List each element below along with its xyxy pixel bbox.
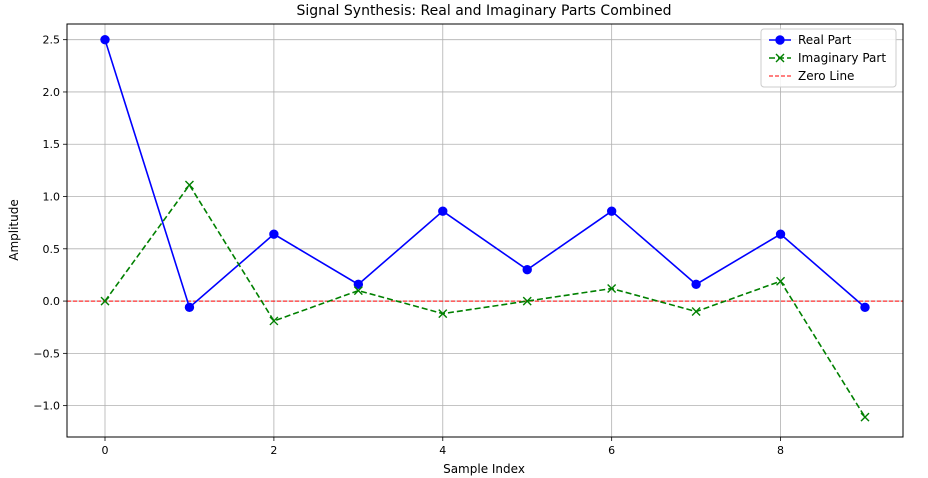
data-point-real bbox=[269, 229, 279, 239]
y-axis-label: Amplitude bbox=[7, 199, 21, 261]
plot-frame bbox=[66, 23, 904, 438]
data-point-imaginary bbox=[522, 296, 532, 306]
legend-item: Imaginary Part bbox=[769, 51, 886, 65]
data-point-real bbox=[100, 34, 110, 45]
data-point-imaginary bbox=[691, 307, 701, 317]
x-tick-label: 4 bbox=[439, 444, 446, 457]
y-tick-label: 2.0 bbox=[43, 86, 61, 99]
y-tick-label: 0.5 bbox=[43, 243, 61, 256]
data-point-imaginary bbox=[438, 309, 448, 319]
legend-item: Zero Line bbox=[769, 69, 854, 83]
x-axis-label: Sample Index bbox=[443, 462, 525, 476]
y-tick-label: −1.0 bbox=[33, 400, 60, 413]
legend-label: Zero Line bbox=[798, 69, 854, 83]
legend-label: Real Part bbox=[798, 33, 852, 47]
legend-box bbox=[760, 28, 897, 88]
data-point-real bbox=[860, 302, 870, 313]
data-point-imaginary bbox=[776, 276, 786, 286]
x-tick-label: 8 bbox=[777, 444, 784, 457]
data-point-imaginary bbox=[184, 180, 194, 190]
data-point-real bbox=[438, 206, 448, 216]
y-tick-label: 0.0 bbox=[43, 295, 61, 308]
x-tick-label: 6 bbox=[608, 444, 615, 457]
data-point-imaginary bbox=[353, 286, 363, 296]
data-point-imaginary bbox=[100, 296, 110, 306]
data-point-imaginary bbox=[269, 316, 279, 326]
data-point-imaginary bbox=[607, 284, 617, 294]
series-line-real bbox=[104, 39, 866, 309]
legend-item: Real Part bbox=[769, 33, 852, 47]
y-tick-label: 2.5 bbox=[43, 34, 61, 47]
data-point-real bbox=[691, 279, 701, 290]
legend-marker bbox=[775, 53, 785, 63]
series-line-imaginary bbox=[104, 183, 866, 418]
x-tick-label: 0 bbox=[102, 444, 109, 457]
legend: Real Part Imaginary Part Zero Line bbox=[760, 28, 897, 88]
y-tick-label: −0.5 bbox=[33, 347, 60, 360]
axis-ticks: 0 2 4 6 8 −1.0 −0.5 0.0 0.5 1.0 1.5 2.0 2.5 bbox=[33, 34, 784, 457]
series-layer bbox=[100, 34, 870, 422]
legend-label: Imaginary Part bbox=[798, 51, 886, 65]
data-point-imaginary bbox=[860, 412, 870, 422]
data-point-real bbox=[606, 206, 617, 216]
legend-marker bbox=[775, 35, 785, 45]
data-point-real bbox=[353, 279, 364, 290]
chart-title: Signal Synthesis: Real and Imaginary Par… bbox=[296, 3, 671, 19]
data-point-real bbox=[522, 265, 532, 275]
x-tick-label: 2 bbox=[270, 444, 277, 457]
y-tick-label: 1.5 bbox=[43, 138, 61, 151]
y-tick-label: 1.0 bbox=[43, 191, 61, 204]
data-point-real bbox=[184, 302, 195, 313]
data-point-real bbox=[775, 229, 786, 239]
